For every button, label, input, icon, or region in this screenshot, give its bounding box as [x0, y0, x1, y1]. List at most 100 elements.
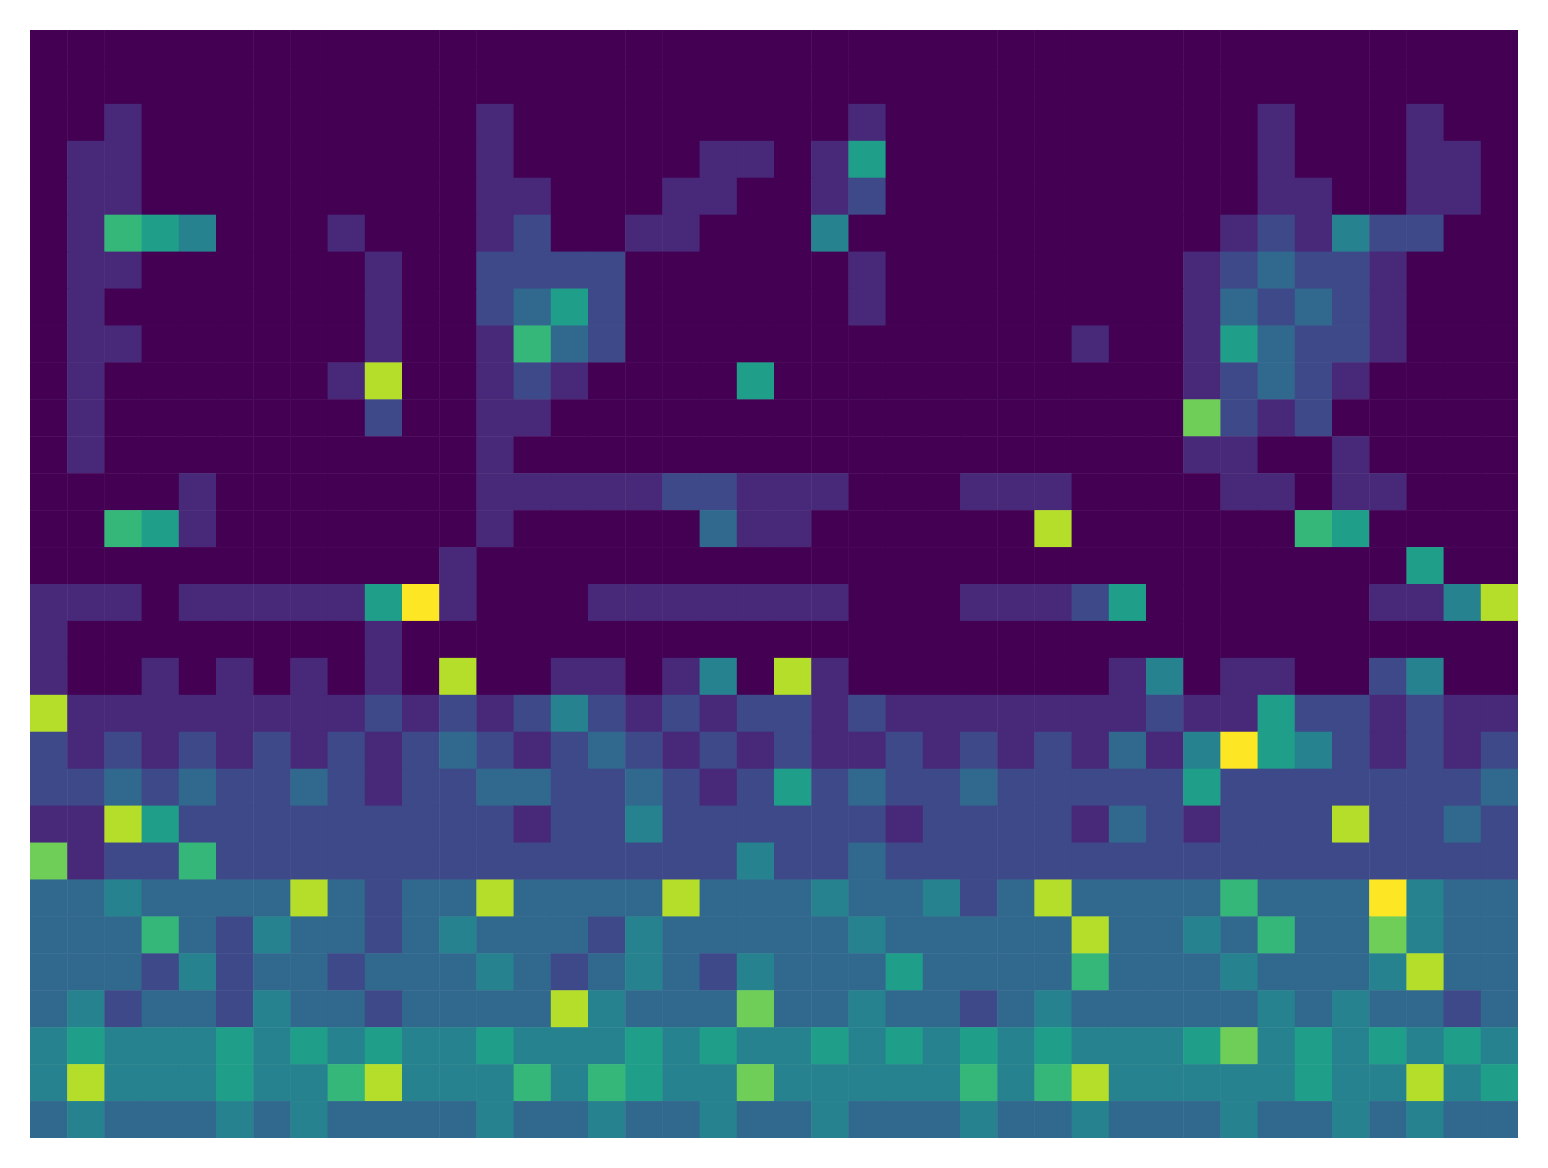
heatmap-cell — [923, 215, 961, 252]
heatmap-cell — [402, 990, 440, 1027]
heatmap-cell — [290, 325, 328, 362]
heatmap-cell — [179, 584, 217, 621]
heatmap-cell — [290, 621, 328, 658]
heatmap-cell — [253, 289, 291, 326]
heatmap-cell — [848, 1064, 886, 1101]
heatmap-cell — [700, 990, 738, 1027]
heatmap-cell — [997, 916, 1035, 953]
heatmap-cell — [923, 67, 961, 104]
heatmap-cell — [1295, 325, 1333, 362]
heatmap-cell — [886, 953, 924, 990]
heatmap-cell — [625, 1027, 663, 1064]
heatmap-cell — [886, 104, 924, 141]
heatmap-cell — [551, 621, 589, 658]
heatmap-cell — [365, 879, 403, 916]
heatmap-cell — [1369, 252, 1407, 289]
heatmap-cell — [774, 547, 812, 584]
heatmap-cell — [625, 1064, 663, 1101]
heatmap-cell — [1183, 732, 1221, 769]
heatmap-cell — [1332, 621, 1370, 658]
heatmap-cell — [30, 916, 68, 953]
heatmap-cell — [923, 1101, 961, 1138]
heatmap-cell — [216, 178, 254, 215]
heatmap-cell — [476, 547, 514, 584]
heatmap-cell — [1183, 30, 1221, 67]
heatmap-cell — [1220, 879, 1258, 916]
heatmap-cell — [700, 473, 738, 510]
heatmap-cell — [625, 732, 663, 769]
heatmap-cell — [700, 879, 738, 916]
heatmap-cell — [1444, 252, 1482, 289]
heatmap-cell — [1481, 1027, 1518, 1064]
heatmap-cell — [514, 510, 552, 547]
heatmap-cell — [1295, 769, 1333, 806]
heatmap-cell — [700, 399, 738, 436]
heatmap-cell — [1295, 806, 1333, 843]
heatmap-cell — [253, 695, 291, 732]
heatmap-cell — [1183, 547, 1221, 584]
heatmap-cell — [662, 990, 700, 1027]
heatmap-cell — [551, 695, 589, 732]
heatmap-cell — [588, 289, 626, 326]
heatmap-cell — [1481, 621, 1518, 658]
heatmap-cell — [811, 399, 849, 436]
heatmap-cell — [886, 289, 924, 326]
heatmap-cell — [104, 584, 142, 621]
heatmap-cell — [514, 769, 552, 806]
heatmap-cell — [216, 1101, 254, 1138]
heatmap-cell — [365, 695, 403, 732]
heatmap-cell — [923, 436, 961, 473]
heatmap-cell — [1072, 67, 1110, 104]
heatmap-cell — [1109, 584, 1147, 621]
heatmap-cell — [216, 916, 254, 953]
heatmap-cell — [662, 510, 700, 547]
heatmap-cell — [1369, 473, 1407, 510]
heatmap-cell — [886, 141, 924, 178]
heatmap-cell — [253, 732, 291, 769]
heatmap-cell — [886, 1064, 924, 1101]
heatmap-cell — [253, 769, 291, 806]
heatmap-cell — [439, 584, 477, 621]
heatmap-cell — [1072, 1027, 1110, 1064]
heatmap-cell — [179, 141, 217, 178]
heatmap-cell — [625, 67, 663, 104]
heatmap-cell — [328, 362, 366, 399]
heatmap-cell — [1295, 510, 1333, 547]
heatmap-cell — [290, 806, 328, 843]
heatmap-cell — [476, 806, 514, 843]
heatmap-cell — [1072, 289, 1110, 326]
heatmap-cell — [365, 621, 403, 658]
heatmap-cell — [625, 473, 663, 510]
heatmap-cell — [811, 621, 849, 658]
heatmap-cell — [1220, 584, 1258, 621]
heatmap-cell — [588, 252, 626, 289]
heatmap-cell — [67, 547, 105, 584]
heatmap-cell — [700, 30, 738, 67]
heatmap-cell — [774, 141, 812, 178]
heatmap-cell — [551, 289, 589, 326]
heatmap-cell — [67, 621, 105, 658]
heatmap-cell — [1109, 510, 1147, 547]
heatmap-cell — [104, 399, 142, 436]
heatmap-cell — [811, 289, 849, 326]
heatmap-cell — [142, 1027, 180, 1064]
heatmap-cell — [551, 769, 589, 806]
heatmap-cell — [67, 510, 105, 547]
heatmap-cell — [1258, 695, 1296, 732]
heatmap-cell — [1258, 990, 1296, 1027]
heatmap-cell — [1220, 990, 1258, 1027]
heatmap-cell — [1406, 289, 1444, 326]
heatmap-cell — [737, 843, 775, 880]
heatmap-cell — [1332, 436, 1370, 473]
heatmap-cell — [1406, 473, 1444, 510]
heatmap-cell — [625, 769, 663, 806]
heatmap-cell — [551, 104, 589, 141]
heatmap-cell — [662, 30, 700, 67]
heatmap-cell — [514, 953, 552, 990]
heatmap-cell — [290, 362, 328, 399]
heatmap-cell — [1183, 510, 1221, 547]
heatmap-cell — [1481, 178, 1518, 215]
heatmap-cell — [365, 289, 403, 326]
heatmap-cell — [30, 843, 68, 880]
heatmap-cell — [1034, 178, 1072, 215]
